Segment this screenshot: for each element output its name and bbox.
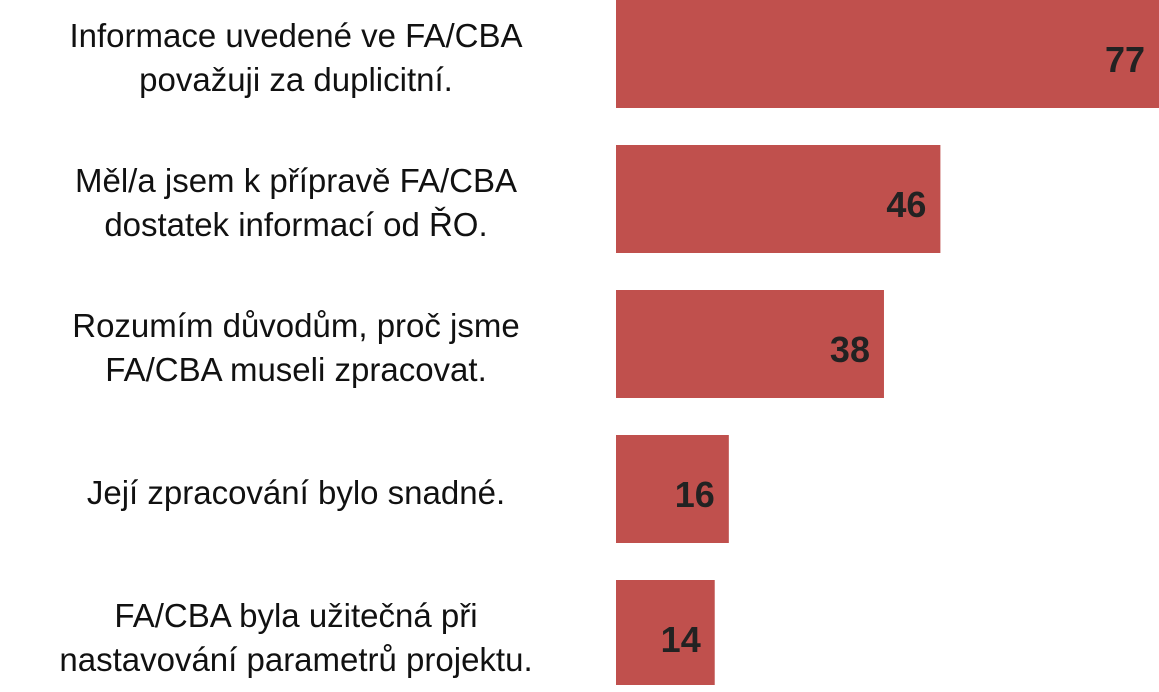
bar: [616, 145, 941, 253]
category-label: Její zpracování bylo snadné.: [86, 474, 506, 511]
value-label: 38: [829, 329, 870, 370]
bar: [616, 580, 715, 685]
bar: [616, 290, 884, 398]
category-label: Rozumím důvodům, proč jsme FA/CBA museli…: [72, 307, 520, 388]
bar: [616, 435, 729, 543]
category-label: FA/CBA byla užitečná při nastavování par…: [59, 597, 533, 678]
value-label: 46: [886, 184, 927, 225]
value-label: 16: [674, 474, 715, 515]
category-label: Měl/a jsem k přípravě FA/CBA dostatek in…: [75, 162, 517, 243]
category-label: Informace uvedené ve FA/CBA považuji za …: [69, 17, 523, 98]
value-label: 14: [660, 619, 701, 660]
bar: [616, 0, 1159, 108]
value-label: 77: [1104, 39, 1145, 80]
